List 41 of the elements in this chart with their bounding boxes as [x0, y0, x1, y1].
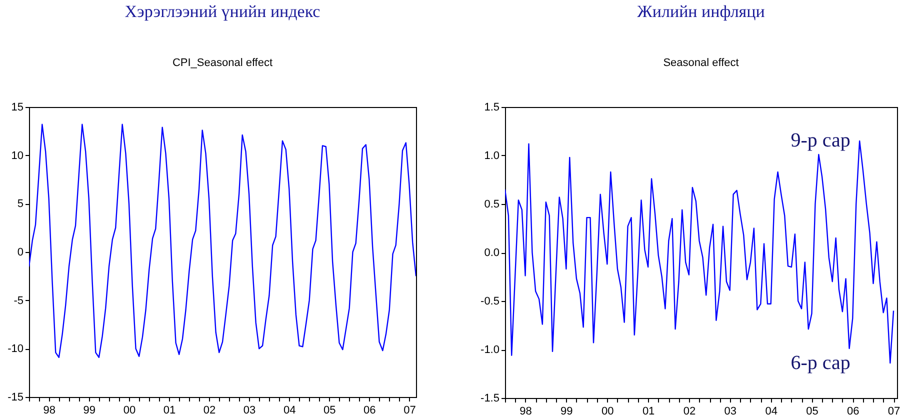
x-tick-label: 03	[243, 404, 256, 416]
x-tick-label: 99	[560, 406, 573, 418]
x-tick-label: 07	[404, 404, 416, 416]
y-tick-label: -5	[14, 294, 24, 307]
x-tick-label: 06	[847, 406, 860, 418]
x-tick-label: 02	[203, 404, 216, 416]
y-tick-label: 0.5	[484, 198, 500, 210]
x-tick-label: 05	[806, 406, 818, 418]
chart-subtitle: CPI_Seasonal effect	[172, 57, 273, 69]
x-tick-label: 04	[284, 404, 296, 416]
chart-subtitle: Seasonal effect	[663, 57, 739, 69]
x-tick-label: 05	[324, 404, 336, 416]
y-tick-label: 10	[11, 150, 24, 162]
x-tick-label: 07	[888, 406, 900, 418]
x-tick-label: 99	[83, 404, 96, 416]
x-tick-label: 02	[683, 406, 696, 418]
x-tick-label: 06	[364, 404, 376, 416]
y-tick-label: -15	[8, 392, 24, 404]
y-tick-label: -0.5	[480, 296, 500, 308]
x-tick-label: 03	[724, 406, 736, 418]
y-tick-label: -1.5	[480, 392, 500, 404]
x-tick-label: 00	[123, 404, 136, 416]
y-tick-label: 0.0	[484, 247, 500, 259]
y-tick-label: 15	[11, 102, 24, 114]
y-tick-label: -10	[8, 343, 24, 356]
line-series	[29, 124, 416, 358]
y-tick-label: 5	[17, 198, 24, 210]
y-tick-label: -1.0	[480, 344, 500, 356]
y-tick-label: 0	[17, 246, 24, 258]
x-tick-label: 01	[163, 404, 176, 416]
annotation: 6-р сар	[790, 352, 850, 374]
x-tick-label: 00	[602, 406, 614, 418]
chart-title: Жилийн инфляци	[637, 2, 765, 21]
y-tick-label: 1.5	[484, 102, 500, 114]
x-tick-label: 98	[43, 404, 56, 416]
x-tick-label: 98	[520, 406, 532, 418]
x-tick-label: 04	[765, 406, 778, 418]
annotation: 9-р сар	[790, 129, 850, 152]
chart-title: Хэрэглээний үнийн индекс	[124, 2, 321, 21]
y-tick-label: 1.0	[484, 150, 500, 162]
x-tick-label: 01	[642, 406, 655, 418]
